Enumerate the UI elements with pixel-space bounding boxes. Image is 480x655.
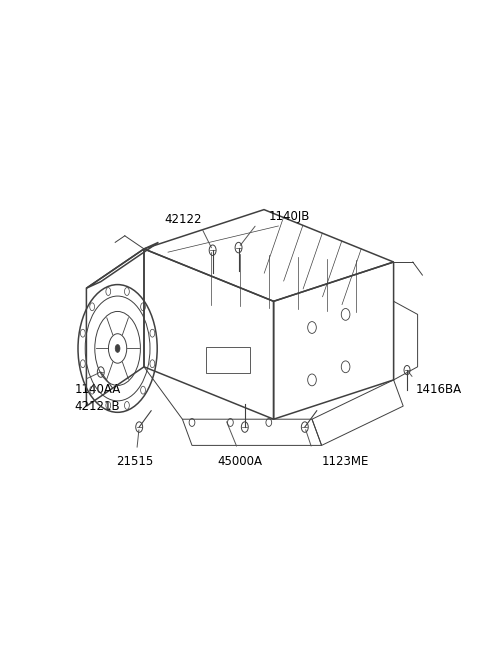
Ellipse shape xyxy=(115,345,120,352)
Text: 1416BA: 1416BA xyxy=(415,383,461,396)
Text: 45000A: 45000A xyxy=(217,455,263,468)
Text: 1140JB: 1140JB xyxy=(269,210,310,223)
Text: 42121B: 42121B xyxy=(74,400,120,413)
Text: 21515: 21515 xyxy=(116,455,153,468)
Text: 42122: 42122 xyxy=(164,213,202,226)
Text: 1140AA: 1140AA xyxy=(74,383,120,396)
Text: 1123ME: 1123ME xyxy=(322,455,369,468)
